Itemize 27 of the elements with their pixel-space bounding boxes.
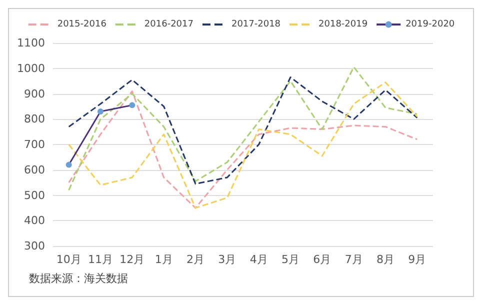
x-tick-label: 8月 [376,253,394,266]
legend-label: 2017-2018 [231,20,281,30]
x-tick-label: 2月 [186,253,204,266]
x-tick-label: 12月 [120,253,145,266]
x-tick-label: 3月 [218,253,236,266]
x-tick-label: 11月 [88,253,113,266]
x-tick-label: 10月 [56,253,82,266]
legend-label: 2018-2019 [318,20,368,30]
legend-label: 2015-2016 [57,20,107,30]
y-tick-label: 700 [24,138,45,151]
legend-label: 2019-2020 [406,20,455,30]
legend-label: 2016-2017 [144,20,194,30]
y-tick-label: 1100 [17,36,45,50]
x-tick-label: 1月 [154,253,173,266]
x-tick-label: 9月 [408,253,426,266]
x-tick-label: 5月 [282,253,300,266]
y-tick-label: 600 [24,163,45,176]
x-tick-label: 6月 [313,253,332,266]
source-note: 数据来源：海关数据 [29,272,128,285]
y-tick-label: 900 [24,87,45,100]
y-tick-label: 300 [24,240,45,252]
y-tick-label: 800 [24,112,45,126]
y-tick-label: 500 [24,188,45,202]
x-tick-label: 4月 [250,253,268,266]
y-tick-label: 1000 [17,62,45,75]
x-tick-label: 7月 [344,253,363,266]
y-tick-label: 400 [24,214,45,228]
